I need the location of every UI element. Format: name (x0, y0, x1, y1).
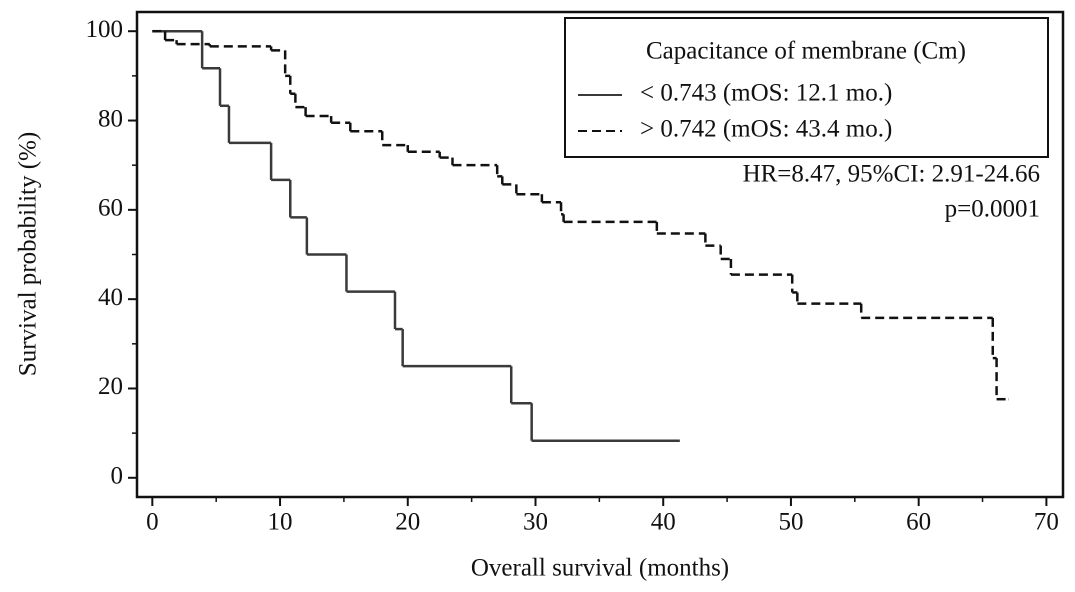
y-axis-label: Survival probability (%) (15, 132, 42, 376)
annotation: HR=8.47, 95%CI: 2.91-24.66 (743, 161, 1040, 188)
y-tick-label: 60 (98, 195, 123, 222)
legend-label: < 0.743 (mOS: 12.1 mo.) (640, 80, 892, 107)
x-tick-label: 10 (268, 509, 293, 536)
y-tick-label: 40 (98, 284, 123, 311)
y-tick-label: 0 (111, 463, 124, 490)
x-tick-label: 60 (906, 509, 931, 536)
y-tick-label: 80 (98, 105, 123, 132)
annotation: p=0.0001 (945, 196, 1040, 223)
x-tick-label: 30 (523, 509, 548, 536)
legend-title: Capacitance of membrane (Cm) (646, 38, 966, 65)
x-tick-label: 20 (395, 509, 420, 536)
y-tick-label: 100 (86, 16, 124, 43)
x-axis-label: Overall survival (months) (471, 555, 729, 582)
legend-box (564, 17, 1049, 158)
x-tick-label: 40 (651, 509, 676, 536)
x-tick-label: 0 (146, 509, 159, 536)
x-tick-label: 50 (778, 509, 803, 536)
legend-label: > 0.742 (mOS: 43.4 mo.) (640, 116, 892, 143)
y-tick-label: 20 (98, 373, 123, 400)
x-tick-label: 70 (1034, 509, 1059, 536)
